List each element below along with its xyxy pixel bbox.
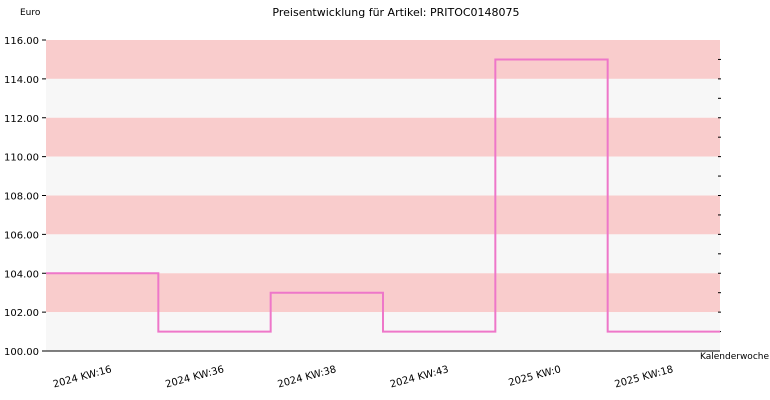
band: [46, 234, 720, 274]
y-axis-tick-labels: 100.00 102.00 104.00 106.00 108.00 110.00 112.…: [4, 36, 39, 358]
price-series: [46, 58, 720, 333]
y-tick-label: 110.00: [4, 153, 39, 164]
x-axis-tick-labels: 2024 KW:16 2024 KW:36 2024 KW:38 2024 KW:43…: [52, 364, 675, 390]
y-tick-label: 102.00: [4, 308, 39, 319]
band: [46, 40, 720, 79]
y-tick-label: 112.00: [4, 114, 39, 125]
x-tick-label: 2024 KW:16: [52, 364, 113, 390]
y-tick-label: 108.00: [4, 192, 39, 203]
x-tick-label: 2024 KW:36: [164, 364, 225, 390]
x-tick-label: 2024 KW:43: [389, 364, 450, 390]
x-axis-label: Kalenderwoche: [700, 352, 769, 362]
price-step-line: [46, 58, 720, 333]
x-tick-label: 2024 KW:38: [277, 364, 338, 390]
y-axis-label: Euro: [20, 8, 41, 18]
y-tick-label: 106.00: [4, 230, 39, 241]
band: [46, 156, 720, 196]
y-axis-ticks: [42, 39, 46, 352]
y-tick-label: 100.00: [4, 347, 39, 358]
y-tick-label: 104.00: [4, 269, 39, 280]
band: [46, 117, 720, 157]
band: [46, 195, 720, 235]
x-tick-label: 2025 KW:0: [507, 364, 562, 389]
y-tick-label: 114.00: [4, 75, 39, 86]
y-tick-label: 116.00: [4, 36, 39, 47]
x-tick-label: 2025 KW:18: [614, 364, 675, 390]
chart-title: Preisentwicklung für Artikel: PRITOC0148…: [272, 6, 519, 19]
band: [46, 78, 720, 118]
